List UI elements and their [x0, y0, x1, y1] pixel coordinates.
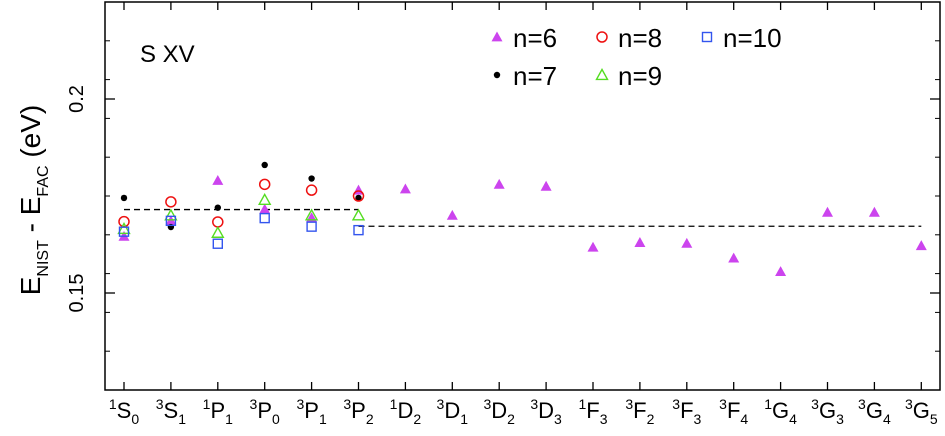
- data-point: [212, 174, 224, 185]
- data-point: [355, 194, 362, 202]
- legend-label: n=9: [618, 61, 662, 91]
- x-tick-label: 3D2: [483, 396, 515, 427]
- data-point: [164, 208, 178, 221]
- data-point: [915, 240, 927, 251]
- x-tick-label: 1F3: [578, 396, 607, 427]
- legend-label: n=8: [618, 23, 662, 53]
- x-tick-label: 3P0: [250, 396, 280, 427]
- data-point: [351, 208, 366, 221]
- data-point: [728, 252, 740, 263]
- data-point: [493, 178, 505, 189]
- data-point: [120, 194, 128, 202]
- data-point: [165, 215, 177, 227]
- data-point: [165, 196, 177, 208]
- x-tick-label: 3G3: [811, 396, 844, 427]
- legend-marker: [701, 31, 713, 43]
- y-tick-label: 0.2: [66, 85, 88, 113]
- data-point: [822, 206, 833, 217]
- x-tick-label: 3F3: [672, 396, 701, 427]
- data-point: [258, 192, 272, 205]
- legend-marker: [596, 31, 608, 43]
- data-point: [353, 224, 364, 236]
- x-tick-label: 3S1: [156, 396, 186, 427]
- reference-lines: [124, 208, 922, 227]
- data-points: [117, 161, 927, 277]
- x-tick-label: 3D1: [437, 396, 469, 427]
- data-point: [305, 184, 318, 196]
- chart-annotation: S XV: [140, 41, 195, 68]
- legend-label: n=7: [513, 61, 557, 91]
- data-point: [259, 203, 271, 214]
- data-point: [775, 266, 787, 277]
- data-point: [352, 190, 365, 202]
- legend-label: n=6: [513, 23, 557, 53]
- x-tick-label: 1G4: [764, 396, 797, 427]
- data-point: [446, 209, 458, 220]
- data-point: [259, 212, 270, 224]
- x-tick-label: 1P1: [203, 396, 233, 427]
- legend-marker: [491, 31, 503, 42]
- x-tick-label: 3P1: [296, 396, 326, 427]
- x-axis-ticks: 1S0 3S1 1P1 3P0 3P1 3P2 1D2 3D1 3D2 3D3 1F3 3F2 3F3 3…: [109, 2, 938, 427]
- y-axis-label: ENIST - EFAC (eV): [15, 105, 52, 296]
- x-tick-label: 3P2: [343, 396, 373, 427]
- x-tick-label: 1D2: [390, 396, 422, 427]
- legend-marker: [595, 68, 609, 81]
- data-point: [304, 208, 319, 221]
- data-point: [306, 221, 317, 232]
- y-axis-ticks: 0.15 0.2: [66, 1, 940, 391]
- x-tick-label: 3F2: [625, 396, 654, 427]
- data-point: [212, 216, 224, 228]
- x-tick-label: 3G5: [905, 396, 938, 427]
- data-point: [587, 241, 599, 252]
- data-point: [211, 225, 225, 238]
- data-point: [308, 175, 315, 182]
- data-point: [118, 215, 130, 228]
- legend-marker: [493, 71, 501, 79]
- data-point: [540, 180, 552, 191]
- data-point: [681, 237, 693, 248]
- data-point: [214, 204, 221, 211]
- data-point: [258, 178, 271, 191]
- legend-label: n=10: [723, 23, 782, 53]
- data-point: [399, 183, 411, 194]
- data-point: [212, 238, 224, 249]
- data-point: [634, 237, 646, 247]
- data-point: [118, 226, 130, 237]
- y-tick-label: 0.15: [66, 274, 88, 313]
- x-tick-label: 3G4: [858, 396, 891, 427]
- x-tick-label: 1S0: [109, 396, 139, 427]
- data-point: [117, 222, 131, 235]
- x-tick-label: 3F4: [719, 396, 748, 427]
- data-point: [261, 161, 268, 169]
- legend: n=6 n=7 n=8 n=9 n=10: [491, 23, 782, 91]
- data-point: [868, 206, 880, 217]
- x-tick-label: 3D3: [530, 396, 562, 427]
